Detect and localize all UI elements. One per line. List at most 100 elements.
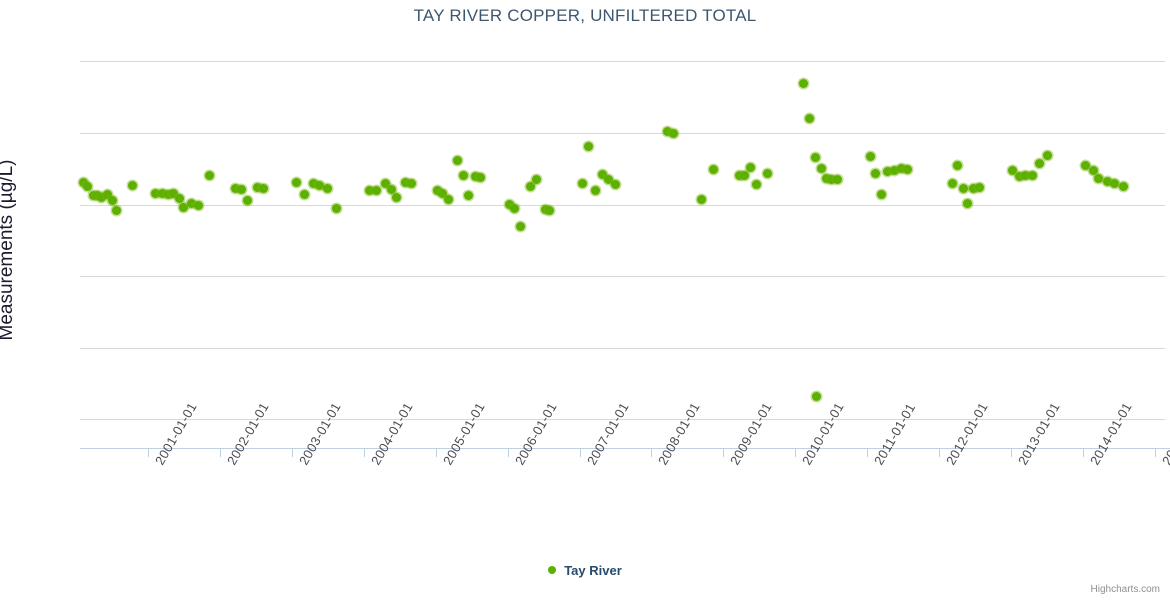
- data-point[interactable]: [590, 185, 600, 195]
- data-point[interactable]: [314, 180, 324, 190]
- data-point[interactable]: [603, 174, 613, 184]
- legend-marker-icon: [548, 566, 557, 574]
- data-point[interactable]: [386, 184, 396, 194]
- data-point[interactable]: [544, 206, 554, 216]
- data-point[interactable]: [810, 152, 820, 162]
- data-point[interactable]: [1094, 174, 1104, 184]
- data-point[interactable]: [1028, 171, 1038, 181]
- data-point[interactable]: [372, 185, 382, 195]
- data-point[interactable]: [1118, 182, 1128, 192]
- data-point[interactable]: [1020, 170, 1030, 180]
- data-point[interactable]: [668, 129, 678, 139]
- data-point[interactable]: [510, 203, 520, 213]
- data-point[interactable]: [865, 152, 875, 162]
- data-point[interactable]: [832, 174, 842, 184]
- data-point[interactable]: [947, 178, 957, 188]
- data-point[interactable]: [734, 170, 744, 180]
- data-point[interactable]: [805, 114, 815, 124]
- data-point[interactable]: [157, 189, 167, 199]
- data-point[interactable]: [392, 192, 402, 202]
- data-point[interactable]: [127, 181, 137, 191]
- data-point[interactable]: [365, 185, 375, 195]
- data-point[interactable]: [97, 192, 107, 202]
- data-point[interactable]: [231, 183, 241, 193]
- data-point[interactable]: [179, 202, 189, 212]
- data-point[interactable]: [526, 182, 536, 192]
- data-point[interactable]: [531, 174, 541, 184]
- data-point[interactable]: [746, 162, 756, 172]
- data-point[interactable]: [475, 172, 485, 182]
- data-point[interactable]: [78, 177, 88, 187]
- data-point[interactable]: [163, 190, 173, 200]
- data-point[interactable]: [959, 184, 969, 194]
- data-point[interactable]: [438, 189, 448, 199]
- data-point[interactable]: [205, 170, 215, 180]
- data-point[interactable]: [871, 168, 881, 178]
- data-point[interactable]: [816, 163, 826, 173]
- data-point[interactable]: [611, 179, 620, 189]
- data-point[interactable]: [516, 221, 526, 231]
- data-point[interactable]: [812, 392, 822, 402]
- chart-title: TAY RIVER COPPER, UNFILTERED TOTAL: [413, 6, 757, 25]
- data-point[interactable]: [300, 190, 310, 199]
- data-point[interactable]: [444, 195, 454, 205]
- data-point[interactable]: [236, 184, 246, 194]
- data-point[interactable]: [826, 174, 836, 184]
- data-point[interactable]: [882, 167, 892, 177]
- data-point[interactable]: [708, 164, 718, 174]
- data-point[interactable]: [193, 201, 203, 211]
- data-point[interactable]: [252, 182, 262, 192]
- data-point[interactable]: [897, 164, 907, 174]
- data-point[interactable]: [111, 206, 121, 216]
- data-point[interactable]: [1008, 165, 1018, 175]
- data-point[interactable]: [504, 200, 514, 210]
- data-point[interactable]: [890, 165, 900, 175]
- data-point[interactable]: [186, 199, 196, 209]
- data-point[interactable]: [763, 168, 773, 178]
- data-point[interactable]: [150, 188, 160, 198]
- data-point[interactable]: [1110, 178, 1120, 188]
- data-point[interactable]: [583, 141, 593, 151]
- data-point[interactable]: [799, 79, 809, 89]
- data-point[interactable]: [464, 190, 474, 200]
- data-point[interactable]: [751, 179, 761, 189]
- data-point[interactable]: [308, 178, 318, 188]
- data-point[interactable]: [169, 189, 179, 199]
- data-point[interactable]: [107, 196, 117, 206]
- data-point[interactable]: [175, 194, 185, 204]
- data-point[interactable]: [258, 183, 268, 193]
- plot-area: [78, 47, 1165, 448]
- data-point[interactable]: [577, 178, 587, 188]
- data-point[interactable]: [1015, 172, 1025, 182]
- data-point[interactable]: [974, 182, 984, 192]
- data-point[interactable]: [458, 170, 468, 180]
- data-point[interactable]: [1035, 159, 1045, 169]
- data-point[interactable]: [380, 178, 390, 188]
- data-point[interactable]: [406, 178, 416, 188]
- data-point[interactable]: [331, 203, 341, 213]
- legend-item-label[interactable]: Tay River: [564, 563, 622, 578]
- data-point[interactable]: [1042, 151, 1052, 161]
- data-point[interactable]: [877, 190, 887, 199]
- data-point[interactable]: [697, 195, 707, 205]
- data-point[interactable]: [1088, 166, 1098, 176]
- data-point[interactable]: [400, 177, 410, 187]
- credits-label[interactable]: Highcharts.com: [1090, 584, 1160, 595]
- data-point[interactable]: [1081, 161, 1091, 171]
- data-point[interactable]: [903, 164, 913, 174]
- data-point[interactable]: [452, 156, 462, 166]
- data-point[interactable]: [963, 199, 973, 209]
- data-point[interactable]: [242, 196, 252, 206]
- data-point[interactable]: [598, 169, 608, 179]
- data-point[interactable]: [1102, 177, 1112, 187]
- data-point[interactable]: [740, 171, 750, 181]
- data-point[interactable]: [323, 184, 333, 194]
- data-point[interactable]: [103, 190, 113, 199]
- data-point[interactable]: [969, 184, 979, 194]
- data-point[interactable]: [432, 185, 442, 195]
- data-point[interactable]: [953, 160, 963, 170]
- chart-legend[interactable]: Tay River: [0, 563, 1170, 578]
- data-point[interactable]: [83, 182, 93, 192]
- data-point[interactable]: [662, 126, 672, 136]
- data-point[interactable]: [291, 177, 301, 187]
